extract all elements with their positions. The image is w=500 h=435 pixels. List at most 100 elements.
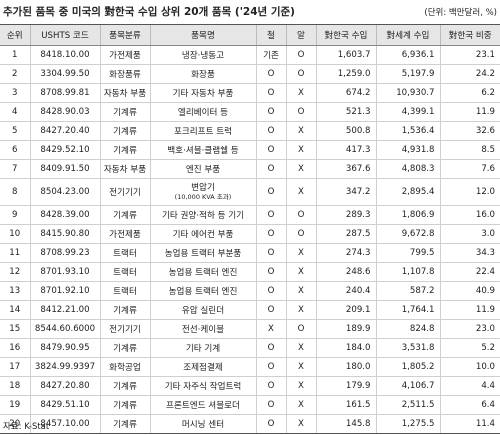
- table-cell: 10: [0, 224, 30, 244]
- column-header: 순위: [0, 24, 30, 46]
- table-cell: 전기기기: [99, 178, 150, 206]
- table-cell: 180.0: [315, 357, 376, 377]
- table-cell: 화장품류: [99, 64, 150, 84]
- table-cell: 8429.51.10: [29, 395, 100, 415]
- table-cell: 기계류: [99, 205, 150, 225]
- table-cell: X: [285, 357, 316, 377]
- table-cell: 1: [0, 45, 30, 65]
- table-cell: X: [285, 121, 316, 141]
- table-cell: O: [285, 224, 316, 244]
- table-cell: 10.0: [439, 357, 500, 377]
- table-cell: 2: [0, 64, 30, 84]
- column-header: 품목명: [149, 24, 256, 46]
- table-cell: 289.3: [315, 205, 376, 225]
- table-cell: 트랙터: [99, 243, 150, 263]
- table-row: 16 8479.90.95 기계류 기타 기계 O X 184.0 3,531.8 5.2: [0, 338, 500, 358]
- table-cell: 8701.92.10: [29, 281, 100, 301]
- table-cell: 4,808.3: [375, 159, 440, 179]
- table-row: 17 3824.99.9397 화학공업 조제점결제 O X 180.0 1,805.2 10.…: [0, 357, 500, 377]
- table-cell: 15: [0, 319, 30, 339]
- table-row: 5 8427.20.40 기계류 포크리프트 트럭 O X 500.8 1,536.4 32.6: [0, 121, 500, 141]
- table-cell: 가전제품: [99, 45, 150, 65]
- table-cell: 6.4: [439, 395, 500, 415]
- table-cell: 8504.23.00: [29, 178, 100, 206]
- table-cell: 9: [0, 205, 30, 225]
- table-cell: 4.4: [439, 376, 500, 396]
- table-cell: O: [255, 83, 286, 103]
- unit: (단위: 백만달러, %): [424, 8, 497, 18]
- table-cell: 가전제품: [99, 224, 150, 244]
- table-cell: X: [285, 243, 316, 263]
- table-cell: 11.9: [439, 102, 500, 122]
- table-cell: X: [285, 178, 316, 206]
- table-cell: 자동차 부품: [99, 159, 150, 179]
- table-cell: X: [285, 262, 316, 282]
- table-cell: 1,536.4: [375, 121, 440, 141]
- table-cell: 287.5: [315, 224, 376, 244]
- table-cell: 조제점결제: [149, 357, 256, 377]
- table-cell: 14: [0, 300, 30, 320]
- table-cell: 16.0: [439, 205, 500, 225]
- table-cell: 자동차 부품: [99, 83, 150, 103]
- table-cell: O: [255, 414, 286, 434]
- table-cell: 11.4: [439, 414, 500, 434]
- table-cell: 8412.21.00: [29, 300, 100, 320]
- table-cell: 트랙터: [99, 281, 150, 301]
- table-row: 4 8428.90.03 기계류 엘리베이터 등 O O 521.3 4,399.1 11.9: [0, 102, 500, 122]
- table-cell: 8409.91.50: [29, 159, 100, 179]
- table-cell: 674.2: [315, 83, 376, 103]
- table-cell: 기타 권양·적하 등 기기: [149, 205, 256, 225]
- table-cell: X: [285, 281, 316, 301]
- table-cell: X: [255, 319, 286, 339]
- table-cell: 367.6: [315, 159, 376, 179]
- table-cell: 1,107.8: [375, 262, 440, 282]
- table-cell: 189.9: [315, 319, 376, 339]
- table-row: 12 8701.93.10 트랙터 농업용 트랙터 엔진 O X 248.6 1,107.8 2…: [0, 262, 500, 282]
- table-cell: 농업용 트랙터 부분품: [149, 243, 256, 263]
- table-cell: X: [285, 83, 316, 103]
- table-cell: 8428.90.03: [29, 102, 100, 122]
- cell-note: (10,000 KVA 초과): [174, 193, 232, 201]
- column-header: 알: [285, 24, 316, 46]
- table-cell: 1,764.1: [375, 300, 440, 320]
- cell-text: 변압기: [191, 183, 215, 193]
- table-cell: 13: [0, 281, 30, 301]
- table-cell: 799.5: [375, 243, 440, 263]
- table-row: 10 8415.90.80 가전제품 기타 에어컨 부품 O O 287.5 9,672.8 3…: [0, 224, 500, 244]
- table-body: 1 8418.10.00 가전제품 냉장·냉동고 기존 O 1,603.7 6,936.1 23…: [0, 45, 500, 434]
- table-cell: 19: [0, 395, 30, 415]
- table-cell: 기계류: [99, 414, 150, 434]
- table-cell: 20: [0, 414, 30, 434]
- table-cell: O: [255, 376, 286, 396]
- table-cell: 엘리베이터 등: [149, 102, 256, 122]
- table-cell: 3.0: [439, 224, 500, 244]
- table-row: 13 8701.92.10 트랙터 농업용 트랙터 엔진 O X 240.4 587.2 40.…: [0, 281, 500, 301]
- table-cell: X: [285, 140, 316, 160]
- table-cell: O: [255, 243, 286, 263]
- table-cell: 12: [0, 262, 30, 282]
- table-cell: 5,197.9: [375, 64, 440, 84]
- table-row: 19 8429.51.10 기계류 프론트엔드 셔블로더 O X 161.5 2,511.5 6…: [0, 395, 500, 415]
- table-cell: O: [255, 338, 286, 358]
- table-cell: 7.6: [439, 159, 500, 179]
- table-cell: 8479.90.95: [29, 338, 100, 358]
- table-cell: 화장품: [149, 64, 256, 84]
- table-cell: 8: [0, 178, 30, 206]
- table-cell: 2,895.4: [375, 178, 440, 206]
- table-cell: 5.2: [439, 338, 500, 358]
- table-cell: 기계류: [99, 338, 150, 358]
- table-cell: 기타 자주식 작업트럭: [149, 376, 256, 396]
- table-cell: 변압기 (10,000 KVA 초과): [149, 178, 256, 206]
- table-row: 8 8504.23.00 전기기기 변압기 (10,000 KVA 초과) O X 347.2…: [0, 178, 500, 206]
- table-cell: 240.4: [315, 281, 376, 301]
- table-cell: 23.0: [439, 319, 500, 339]
- table-cell: O: [255, 357, 286, 377]
- table-cell: 6.2: [439, 83, 500, 103]
- source: 자료: K-Stat: [3, 422, 50, 432]
- table-cell: 4,399.1: [375, 102, 440, 122]
- table-cell: X: [285, 300, 316, 320]
- table-cell: 8415.90.80: [29, 224, 100, 244]
- table-cell: O: [255, 262, 286, 282]
